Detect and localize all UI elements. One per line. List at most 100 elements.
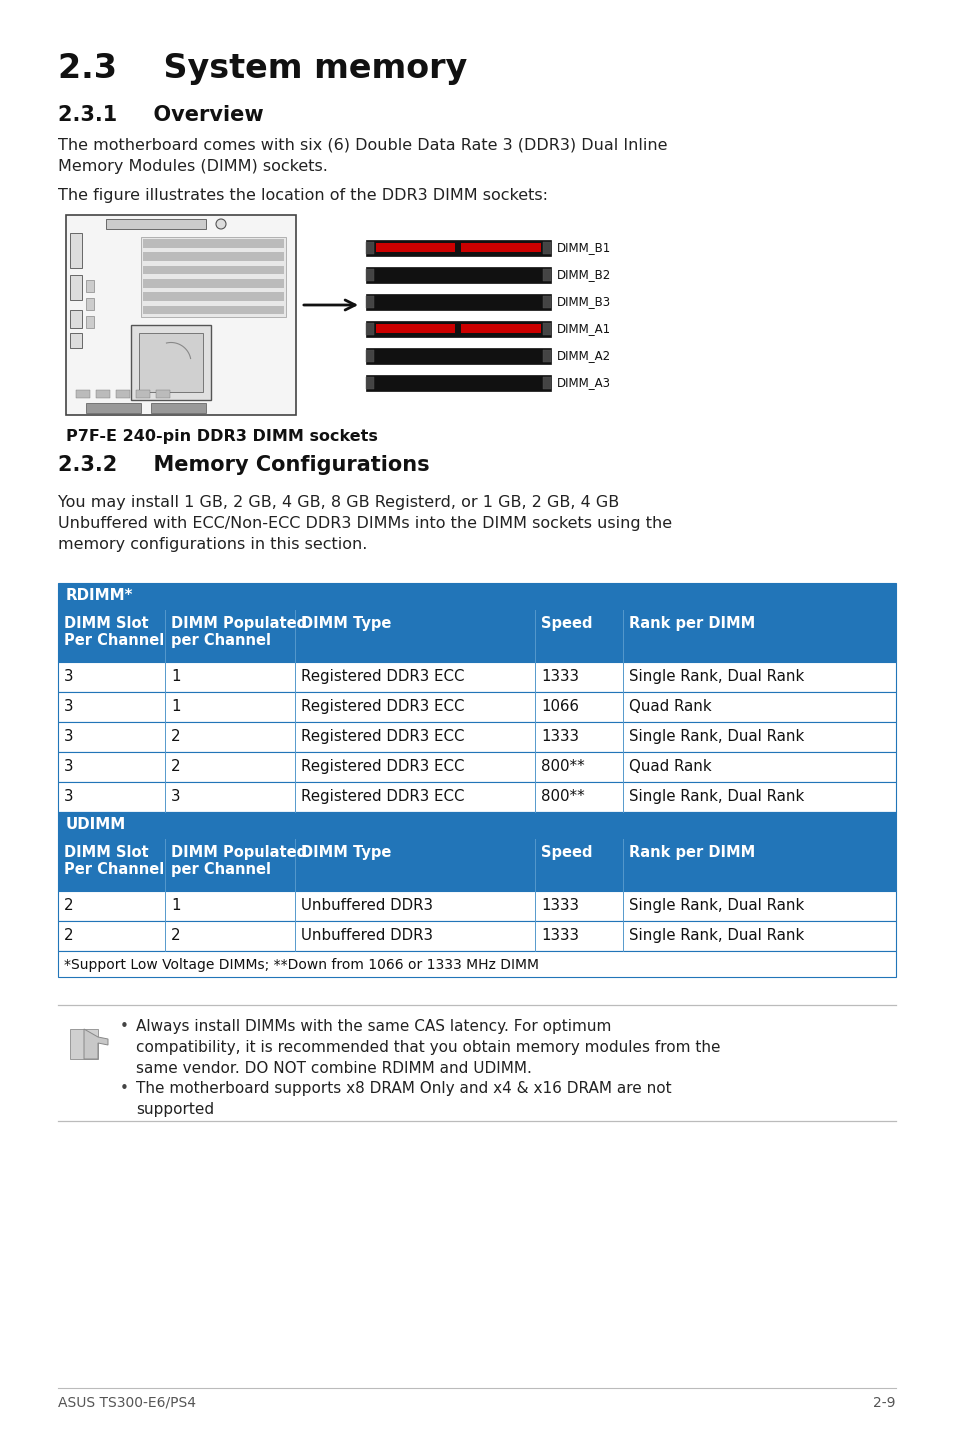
Text: 1: 1 [171,699,180,715]
Bar [58,582,895,610]
Text: 1333: 1333 [540,669,578,684]
Text: Single Rank, Dual Rank: Single Rank, Dual Rank [628,789,803,804]
Bar [70,275,82,301]
Text: Speed: Speed [540,846,592,860]
Text: per Channel: per Channel [171,861,271,877]
Bar [58,920,895,951]
Bar [58,752,895,782]
Bar [366,321,551,336]
Text: 2.3    System memory: 2.3 System memory [58,52,467,85]
Text: DIMM_A3: DIMM_A3 [557,377,610,390]
Text: RDIMM*: RDIMM* [66,588,133,603]
Text: DIMM Populated: DIMM Populated [171,615,307,631]
Text: Single Rank, Dual Rank: Single Rank, Dual Rank [628,669,803,684]
Text: 2: 2 [64,928,73,943]
Bar [143,239,284,247]
Text: *Support Low Voltage DIMMs; **Down from 1066 or 1333 MHz DIMM: *Support Low Voltage DIMMs; **Down from … [64,958,538,972]
Text: Unbuffered DDR3: Unbuffered DDR3 [301,897,433,913]
Text: Unbuffered DDR3: Unbuffered DDR3 [301,928,433,943]
Text: Quad Rank: Quad Rank [628,759,711,774]
Bar [58,838,895,892]
Bar [542,296,551,308]
Text: 3: 3 [64,669,73,684]
Bar [86,403,141,413]
Bar [366,324,374,335]
Text: Quad Rank: Quad Rank [628,699,711,715]
Bar [58,722,895,752]
Bar [542,269,551,280]
Bar [116,390,130,398]
Bar [156,390,170,398]
Bar [366,377,374,390]
Text: 2: 2 [171,928,180,943]
Text: Rank per DIMM: Rank per DIMM [628,846,755,860]
Bar [106,219,206,229]
Text: The motherboard supports x8 DRAM Only and x4 & x16 DRAM are not
supported: The motherboard supports x8 DRAM Only an… [136,1081,671,1117]
Bar [141,237,286,316]
Bar [86,280,94,292]
Text: The motherboard comes with six (6) Double Data Rate 3 (DDR3) Dual Inline
Memory : The motherboard comes with six (6) Doubl… [58,138,667,174]
Text: 800**: 800** [540,759,584,774]
Bar [86,298,94,311]
Text: DIMM Populated: DIMM Populated [171,846,307,860]
Text: DIMM Slot: DIMM Slot [64,846,149,860]
Text: 2: 2 [171,759,180,774]
Bar [542,349,551,362]
Text: Registered DDR3 ECC: Registered DDR3 ECC [301,759,464,774]
Text: DIMM_A1: DIMM_A1 [557,322,611,335]
Bar [366,269,374,280]
Bar [70,1030,98,1058]
Text: Speed: Speed [540,615,592,631]
Bar [143,266,284,275]
Text: per Channel: per Channel [171,633,271,649]
Text: DIMM Slot: DIMM Slot [64,615,149,631]
Text: DIMM Type: DIMM Type [301,846,391,860]
Text: Always install DIMMs with the same CAS latency. For optimum
compatibility, it is: Always install DIMMs with the same CAS l… [136,1020,720,1076]
Text: P7F-E 240-pin DDR3 DIMM sockets: P7F-E 240-pin DDR3 DIMM sockets [66,429,377,444]
Bar [542,377,551,390]
Text: DIMM_B1: DIMM_B1 [557,242,611,255]
Text: 1333: 1333 [540,928,578,943]
Text: 1333: 1333 [540,897,578,913]
Bar [131,325,211,400]
Text: 2.3.1     Overview: 2.3.1 Overview [58,105,263,125]
Text: UDIMM: UDIMM [66,817,126,833]
Bar [542,324,551,335]
Bar [143,292,284,301]
Bar [136,390,150,398]
Text: 3: 3 [64,699,73,715]
Bar [366,240,551,256]
Text: You may install 1 GB, 2 GB, 4 GB, 8 GB Registerd, or 1 GB, 2 GB, 4 GB
Unbuffered: You may install 1 GB, 2 GB, 4 GB, 8 GB R… [58,495,672,552]
Circle shape [215,219,226,229]
Text: Registered DDR3 ECC: Registered DDR3 ECC [301,699,464,715]
Text: 2: 2 [64,897,73,913]
Bar [70,233,82,267]
Text: DIMM_A2: DIMM_A2 [557,349,611,362]
Bar [455,242,460,255]
Bar [76,390,90,398]
Text: 1333: 1333 [540,729,578,743]
Bar [58,661,895,692]
Bar [58,892,895,920]
Text: 2.3.2     Memory Configurations: 2.3.2 Memory Configurations [58,454,429,475]
Text: Registered DDR3 ECC: Registered DDR3 ECC [301,729,464,743]
Text: Registered DDR3 ECC: Registered DDR3 ECC [301,789,464,804]
Text: •: • [120,1020,129,1034]
Text: 1066: 1066 [540,699,578,715]
Bar [455,324,460,335]
Bar [366,293,551,311]
Text: 3: 3 [64,729,73,743]
Bar [542,242,551,255]
Bar [86,316,94,328]
Text: The figure illustrates the location of the DDR3 DIMM sockets:: The figure illustrates the location of t… [58,188,547,203]
Text: 800**: 800** [540,789,584,804]
Text: Single Rank, Dual Rank: Single Rank, Dual Rank [628,928,803,943]
Bar [143,252,284,262]
Text: 2-9: 2-9 [873,1396,895,1411]
Bar [366,348,551,364]
Text: Per Channel: Per Channel [64,861,164,877]
Text: DIMM_B2: DIMM_B2 [557,269,611,282]
Text: Per Channel: Per Channel [64,633,164,649]
Text: Single Rank, Dual Rank: Single Rank, Dual Rank [628,897,803,913]
Bar [70,311,82,328]
